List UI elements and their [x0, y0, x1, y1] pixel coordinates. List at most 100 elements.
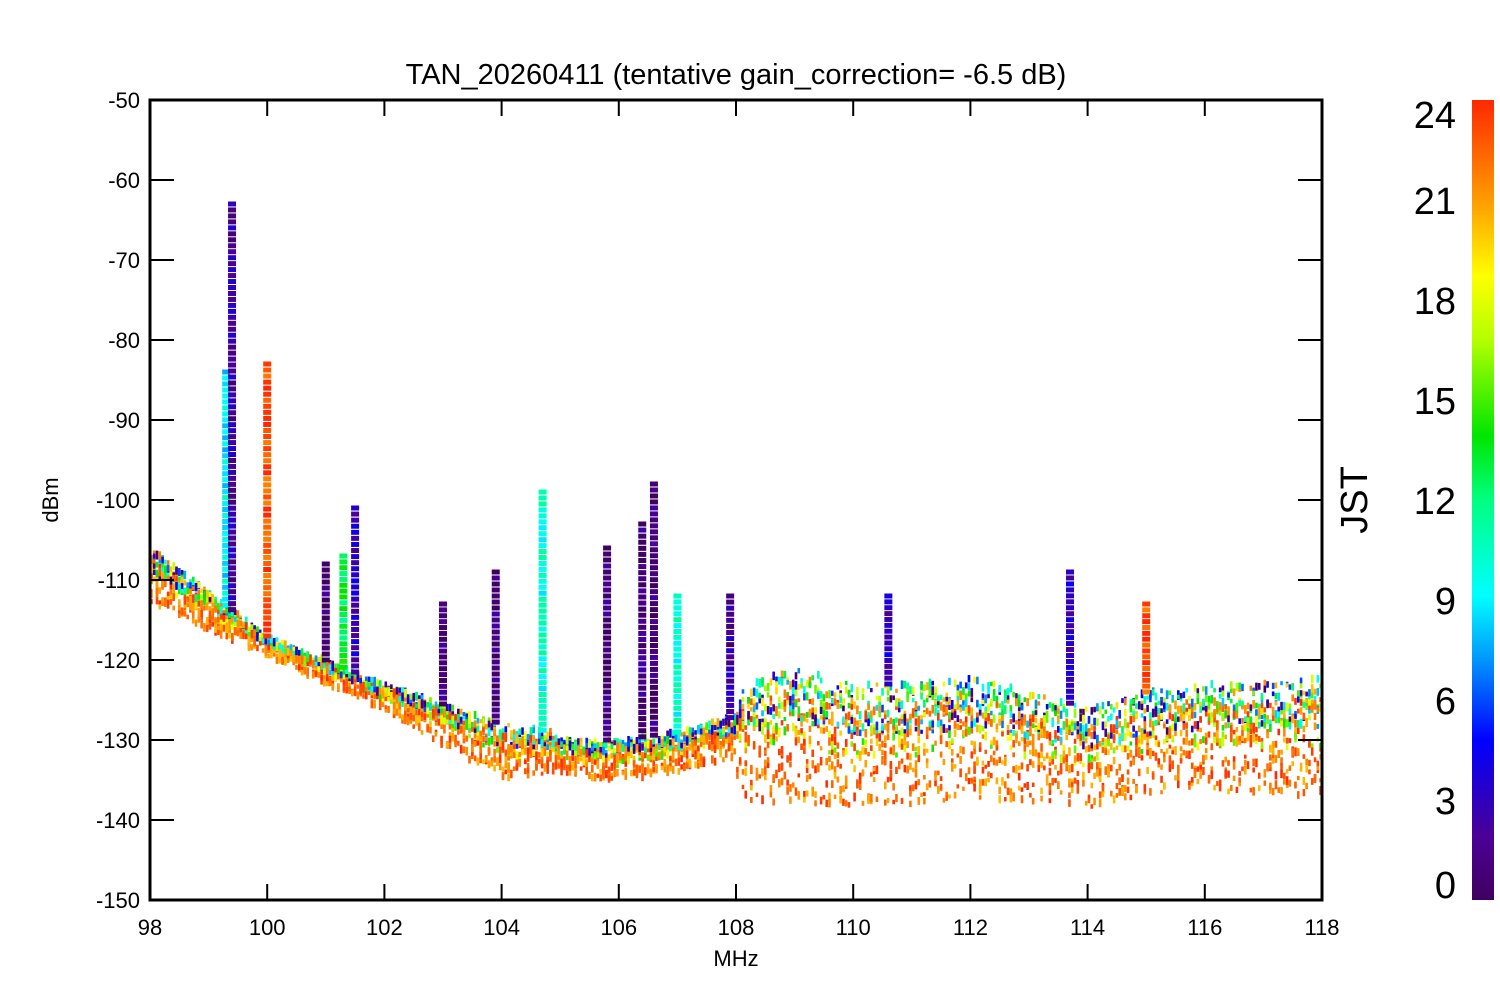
- noise-floor-mark: [1296, 690, 1300, 697]
- noise-floor-mark: [1017, 694, 1021, 703]
- noise-floor-mark: [937, 712, 940, 721]
- noise-floor-mark: [872, 777, 876, 782]
- spur-mark: [351, 626, 360, 632]
- noise-floor-mark: [897, 718, 901, 726]
- spur-mark: [1142, 613, 1151, 619]
- noise-floor-mark: [618, 742, 622, 751]
- spur-mark: [263, 385, 272, 391]
- noise-floor-mark: [1274, 701, 1278, 706]
- noise-floor-mark: [1202, 754, 1205, 762]
- noise-floor-mark: [1274, 754, 1278, 763]
- noise-floor-mark: [660, 739, 664, 748]
- noise-floor-mark: [487, 748, 491, 755]
- noise-floor-mark: [448, 721, 452, 730]
- noise-floor-mark: [1174, 746, 1177, 756]
- noise-floor-mark: [761, 726, 764, 735]
- spur-mark: [228, 392, 237, 398]
- noise-floor-mark: [864, 759, 868, 768]
- noise-floor-mark: [755, 792, 759, 797]
- noise-floor-mark: [825, 691, 828, 699]
- noise-floor-mark: [764, 765, 767, 775]
- noise-floor-mark: [367, 689, 371, 696]
- noise-floor-mark: [164, 559, 167, 565]
- noise-floor-mark: [1006, 773, 1010, 779]
- noise-floor-mark: [674, 745, 678, 752]
- noise-floor-mark: [775, 769, 778, 779]
- spur-mark: [263, 391, 272, 397]
- noise-floor-mark: [903, 680, 907, 689]
- noise-floor-mark: [1302, 712, 1306, 720]
- noise-floor-mark: [504, 726, 508, 733]
- noise-floor-mark: [644, 767, 647, 776]
- noise-floor-mark: [861, 723, 865, 732]
- noise-floor-mark: [755, 718, 759, 727]
- spur-mark: [638, 539, 647, 545]
- noise-floor-mark: [479, 741, 482, 750]
- noise-floor-mark: [727, 718, 731, 727]
- noise-floor-mark: [1009, 729, 1013, 736]
- noise-floor-mark: [1230, 733, 1233, 743]
- noise-floor-mark: [934, 707, 937, 716]
- noise-floor-mark: [317, 657, 321, 663]
- noise-floor-mark: [1157, 741, 1161, 747]
- noise-floor-mark: [981, 699, 985, 705]
- noise-floor-mark: [1029, 728, 1032, 737]
- noise-floor-mark: [462, 738, 466, 744]
- spur-mark: [263, 579, 272, 585]
- spur-mark: [351, 651, 360, 657]
- noise-floor-mark: [987, 777, 990, 783]
- noise-floor-mark: [415, 709, 418, 716]
- noise-floor-mark: [1241, 729, 1244, 738]
- noise-floor-mark: [540, 759, 544, 766]
- noise-floor-mark: [931, 694, 935, 701]
- noise-floor-mark: [638, 765, 642, 773]
- noise-floor-mark: [1213, 722, 1216, 728]
- noise-floor-mark: [883, 723, 887, 731]
- noise-floor-mark: [1082, 780, 1085, 787]
- noise-floor-mark: [1020, 762, 1024, 770]
- noise-floor-mark: [507, 756, 510, 761]
- noise-floor-mark: [217, 616, 220, 623]
- noise-floor-mark: [457, 740, 460, 746]
- noise-floor-mark: [1143, 733, 1147, 740]
- noise-floor-mark: [680, 764, 683, 770]
- noise-floor-mark: [1296, 727, 1300, 735]
- noise-floor-mark: [697, 751, 700, 761]
- noise-floor-mark: [501, 728, 505, 735]
- spur-mark: [263, 560, 272, 566]
- spur-mark: [222, 435, 231, 441]
- spur-mark: [321, 621, 330, 627]
- noise-floor-mark: [976, 676, 979, 685]
- noise-floor-mark: [627, 735, 630, 744]
- noise-floor-mark: [747, 734, 750, 742]
- noise-floor-mark: [780, 762, 784, 771]
- noise-floor-mark: [445, 742, 449, 748]
- noise-floor-mark: [1087, 798, 1091, 804]
- spur-mark: [439, 613, 447, 619]
- noise-floor-mark: [1151, 689, 1155, 695]
- noise-floor-mark: [783, 670, 787, 679]
- noise-floor-mark: [166, 565, 170, 572]
- noise-floor-mark: [1285, 776, 1289, 785]
- noise-floor-mark: [1098, 775, 1102, 783]
- noise-floor-mark: [1001, 731, 1004, 737]
- noise-floor-mark: [590, 745, 594, 751]
- noise-floor-mark: [1263, 721, 1267, 729]
- noise-floor-mark: [752, 713, 756, 721]
- spur-mark: [603, 653, 612, 659]
- spur-mark: [351, 554, 360, 560]
- noise-floor-mark: [236, 622, 240, 630]
- noise-floor-mark: [1101, 791, 1105, 798]
- noise-floor-mark: [373, 676, 376, 684]
- noise-floor-mark: [925, 748, 929, 753]
- noise-floor-mark: [384, 696, 388, 702]
- noise-floor-mark: [272, 651, 276, 657]
- noise-floor-mark: [334, 674, 337, 682]
- spur-mark: [638, 655, 647, 661]
- noise-floor-mark: [1048, 782, 1052, 791]
- noise-floor-mark: [853, 719, 856, 726]
- noise-floor-mark: [409, 693, 413, 700]
- noise-floor-mark: [652, 746, 655, 755]
- spur-mark: [263, 458, 272, 464]
- noise-floor-mark: [630, 749, 633, 759]
